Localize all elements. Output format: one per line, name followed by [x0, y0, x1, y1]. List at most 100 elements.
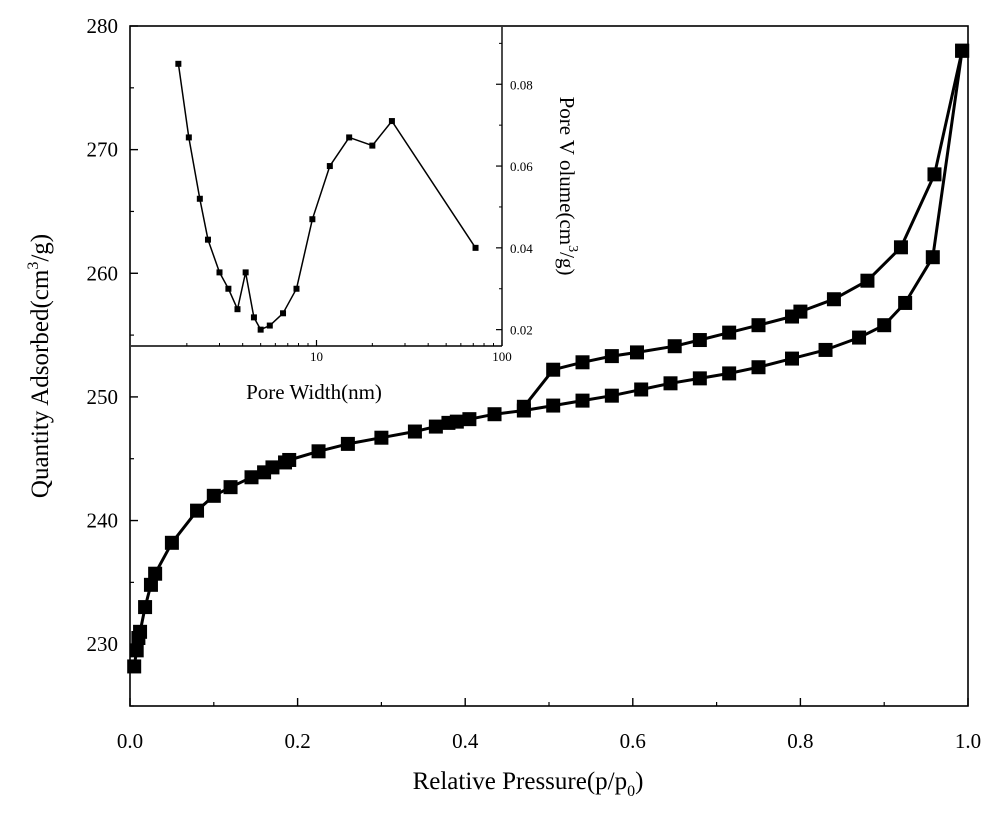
desorption-point	[927, 167, 942, 182]
desorption-point	[516, 399, 531, 414]
desorption-point	[629, 345, 644, 360]
y-tick-label: 260	[87, 261, 119, 285]
main-series	[127, 43, 970, 674]
adsorption-point	[190, 503, 205, 518]
inset-y-tick-label: 0.06	[510, 159, 533, 174]
adsorption-point	[575, 393, 590, 408]
adsorption-point	[751, 360, 766, 375]
adsorption-point	[785, 351, 800, 366]
desorption-point	[575, 355, 590, 370]
adsorption-point	[663, 376, 678, 391]
desorption-point	[546, 362, 561, 377]
adsorption-point	[852, 330, 867, 345]
adsorption-point	[206, 488, 221, 503]
adsorption-point	[133, 624, 148, 639]
inset-pore-point	[225, 285, 232, 292]
adsorption-point	[340, 436, 355, 451]
adsorption-point	[127, 659, 142, 674]
adsorption-point	[462, 412, 477, 427]
inset-y-tick-label: 0.04	[510, 241, 533, 256]
x-tick-label: 0.2	[284, 729, 310, 753]
x-tick-label: 0.4	[452, 729, 479, 753]
y-tick-label: 240	[87, 509, 119, 533]
adsorption-point	[164, 535, 179, 550]
adsorption-point	[138, 600, 153, 615]
inset-y-axis-label: Pore V olume(cm3/g)	[555, 97, 580, 276]
inset-pore-point	[388, 118, 395, 125]
x-tick-label: 0.6	[620, 729, 646, 753]
inset-y-tick-label: 0.02	[510, 323, 533, 338]
y-tick-label: 230	[87, 632, 119, 656]
main-plot: 0.0 0.2 0.4 0.6 0.8 1.0 230 240 250 260 270 280 Rel…	[25, 14, 981, 800]
adsorption-point	[311, 444, 326, 459]
adsorption-point	[282, 452, 297, 467]
main-axis-ticks: 0.0 0.2 0.4 0.6 0.8 1.0 230 240 250 260 270 280	[87, 14, 982, 753]
adsorption-point	[877, 318, 892, 333]
inset-pore-point	[472, 244, 479, 251]
inset-pore-point	[346, 134, 353, 141]
inset-pore-point	[266, 322, 273, 329]
adsorption-point	[925, 250, 940, 265]
inset-pore-point	[309, 216, 316, 223]
x-axis-label-subscript: 0	[627, 783, 635, 800]
inset-pore-point	[216, 269, 223, 276]
inset-pore-point	[369, 142, 376, 149]
inset-pore-point	[280, 310, 287, 317]
inset-plot: 10 100 0.02 0.04 0.06 0.08 Pore Width(nm) Por…	[131, 27, 580, 404]
inset-pore-point	[175, 60, 182, 67]
desorption-point	[860, 273, 875, 288]
inset-pore-point	[250, 314, 257, 321]
inset-pore-point	[234, 306, 241, 313]
x-axis-label-close: )	[635, 768, 643, 795]
inset-pore-line	[177, 63, 477, 331]
inset-pore-point	[242, 269, 249, 276]
inset-x-tick-label: 10	[310, 349, 323, 364]
adsorption-point	[148, 566, 163, 581]
x-axis-label-text: Relative Pressure(p/p	[413, 768, 628, 795]
adsorption-point	[244, 470, 259, 485]
adsorption-point	[722, 366, 737, 381]
adsorption-point	[604, 388, 619, 403]
adsorption-point	[428, 419, 443, 434]
desorption-point	[722, 325, 737, 340]
adsorption-point	[374, 430, 389, 445]
y-axis-label-text: Quantity Adsorbed(cm	[27, 269, 54, 498]
desorption-point	[667, 339, 682, 354]
inset-pore-point	[204, 236, 211, 243]
adsorption-line	[132, 50, 964, 667]
adsorption-point	[129, 643, 144, 658]
inset-x-tick-label: 100	[492, 349, 512, 364]
desorption-point	[955, 43, 970, 58]
desorption-point	[751, 318, 766, 333]
y-tick-label: 270	[87, 138, 119, 162]
inset-series	[175, 60, 479, 333]
y-axis-label: Quantity Adsorbed(cm3/g)	[25, 234, 54, 498]
x-axis-label: Relative Pressure(p/p0)	[413, 768, 644, 800]
inset-y-tick-label: 0.08	[510, 77, 533, 92]
desorption-point	[893, 240, 908, 255]
y-axis-label-close: /g)	[27, 234, 54, 262]
y-tick-label: 250	[87, 385, 119, 409]
adsorption-point	[449, 414, 464, 429]
adsorption-point	[546, 398, 561, 413]
x-tick-label: 1.0	[955, 729, 981, 753]
adsorption-point	[898, 295, 913, 310]
desorption-point	[692, 333, 707, 348]
inset-y-axis-label-superscript: 3	[565, 245, 580, 252]
y-axis-label-superscript: 3	[25, 262, 42, 270]
adsorption-point	[487, 407, 502, 422]
inset-y-axis-label-close: /g)	[555, 252, 579, 275]
y-tick-label: 280	[87, 14, 119, 38]
adsorption-point	[265, 460, 280, 475]
adsorption-point	[818, 342, 833, 357]
inset-axes: 10 100 0.02 0.04 0.06 0.08	[131, 27, 533, 364]
x-tick-label: 0.0	[117, 729, 143, 753]
inset-pore-point	[257, 326, 264, 333]
desorption-point	[826, 292, 841, 307]
inset-y-axis-label-text: Pore V olume(cm	[555, 97, 579, 246]
desorption-line	[522, 50, 964, 408]
adsorption-point	[407, 424, 422, 439]
inset-pore-point	[293, 285, 300, 292]
inset-x-axis-label: Pore Width(nm)	[246, 380, 382, 404]
